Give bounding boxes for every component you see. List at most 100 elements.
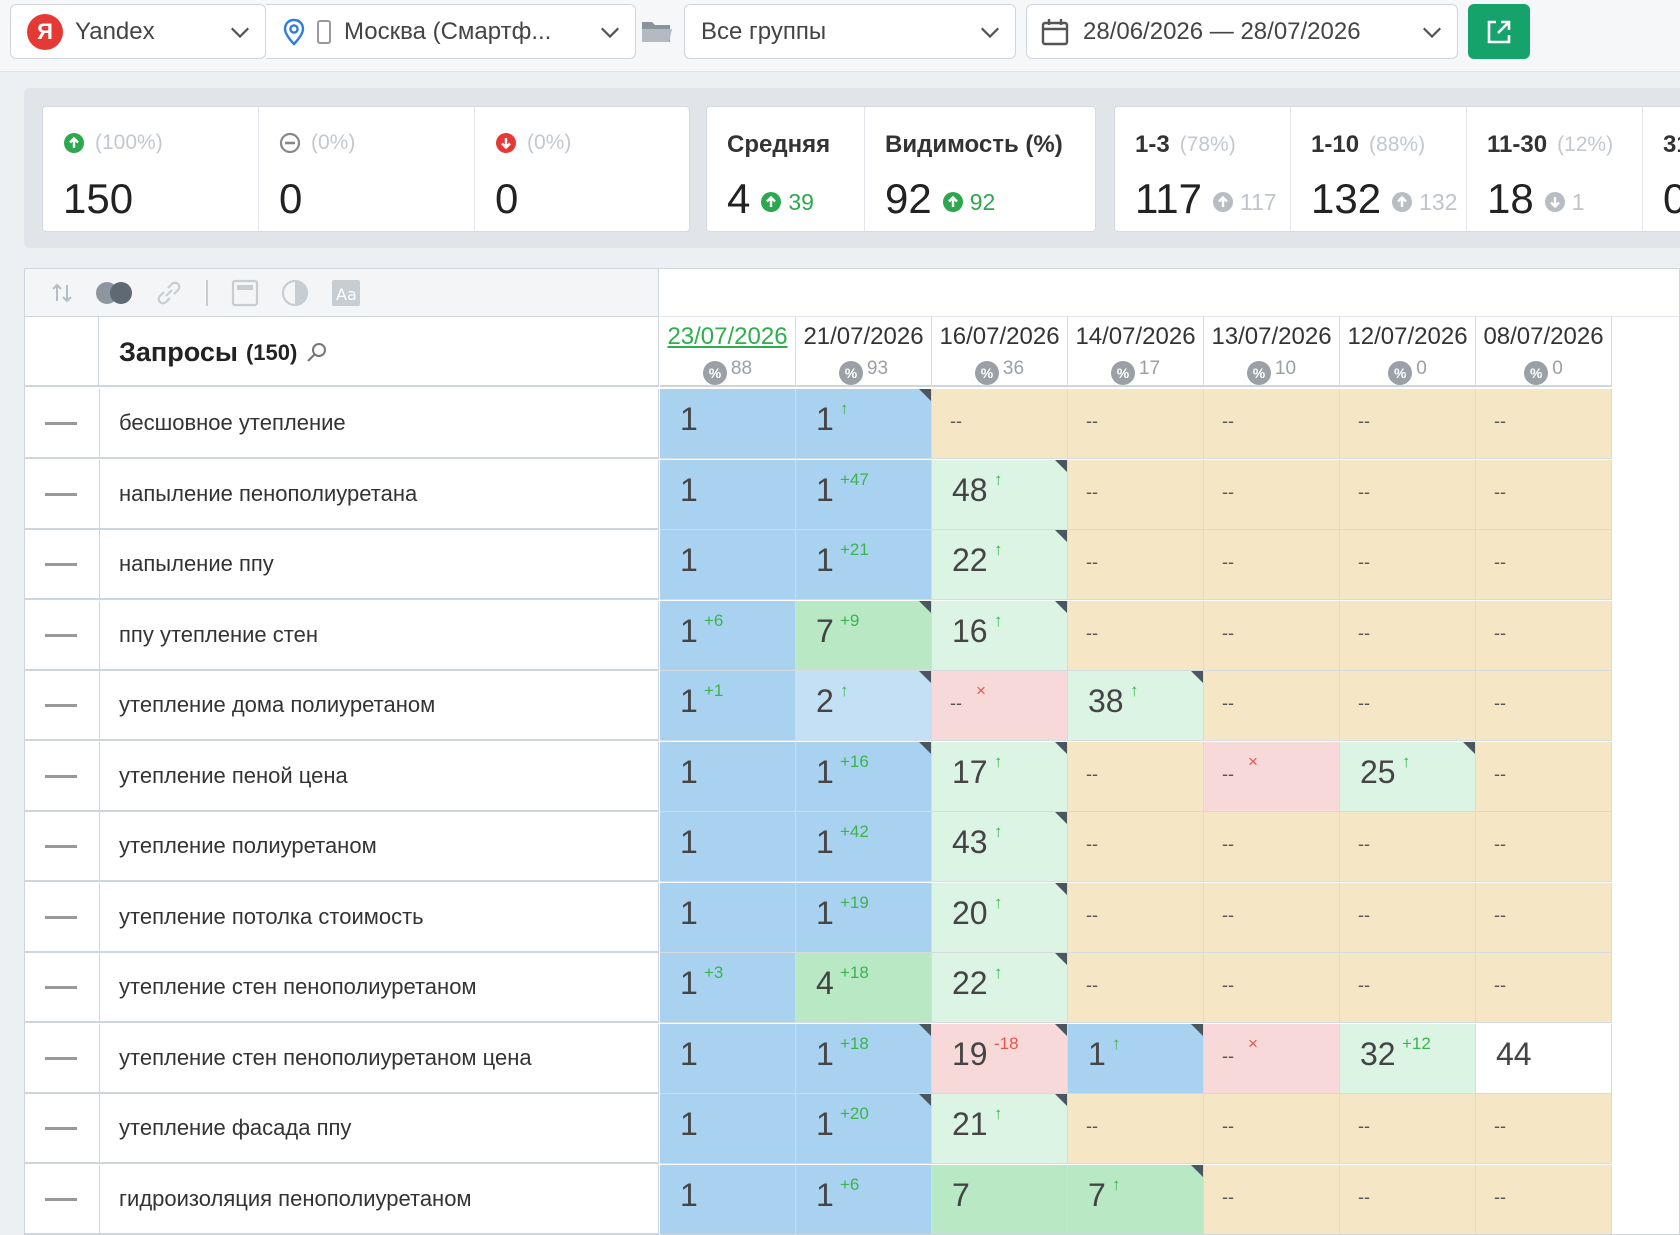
row-collapse-icon[interactable] [45, 1057, 77, 1060]
position-cell[interactable]: -- [1204, 1094, 1340, 1164]
position-cell[interactable]: -- [1476, 742, 1612, 812]
position-cell[interactable]: 1 [660, 460, 796, 530]
position-cell[interactable]: -- [1476, 1165, 1612, 1234]
position-cell[interactable]: 1 [660, 1024, 796, 1094]
position-cell[interactable]: 7 +9 [796, 601, 932, 671]
position-cell[interactable]: 1 ↑ [1068, 1024, 1204, 1094]
contrast-icon[interactable] [281, 279, 309, 307]
row-collapse-icon[interactable] [45, 704, 77, 707]
position-cell[interactable]: -- [1340, 1094, 1476, 1164]
position-cell[interactable]: -- [1204, 601, 1340, 671]
table-row[interactable]: утепление полиуретаном [25, 812, 659, 882]
position-cell[interactable]: 25 ↑ [1340, 742, 1476, 812]
position-cell[interactable]: 1 +21 [796, 530, 932, 600]
font-icon[interactable]: Aa [331, 279, 361, 307]
position-cell[interactable]: -- [1068, 742, 1204, 812]
position-cell[interactable]: -- [1204, 883, 1340, 953]
position-cell[interactable]: 22 ↑ [932, 953, 1068, 1023]
table-row[interactable]: утепление пеной цена [25, 742, 659, 812]
position-cell[interactable]: -- [1476, 601, 1612, 671]
link-icon[interactable] [155, 279, 183, 307]
table-row[interactable]: утепление стен пенополиуретаном цена [25, 1024, 659, 1094]
position-cell[interactable]: -- × [1204, 742, 1340, 812]
position-cell[interactable]: 1 +16 [796, 742, 932, 812]
row-collapse-icon[interactable] [45, 775, 77, 778]
position-cell[interactable]: -- [1476, 1094, 1612, 1164]
row-collapse-icon[interactable] [45, 916, 77, 919]
date-column-header[interactable]: 21/07/2026% 93 [796, 317, 932, 387]
position-cell[interactable]: -- [1068, 460, 1204, 530]
table-row[interactable]: утепление стен пенополиуретаном [25, 953, 659, 1023]
row-collapse-icon[interactable] [45, 563, 77, 566]
table-row[interactable]: напыление ппу [25, 530, 659, 600]
position-cell[interactable]: -- [1068, 883, 1204, 953]
row-collapse-icon[interactable] [45, 1198, 77, 1201]
position-cell[interactable]: 1 [660, 812, 796, 882]
row-collapse-icon[interactable] [45, 634, 77, 637]
position-cell[interactable]: -- [1068, 389, 1204, 459]
position-cell[interactable]: -- [1068, 812, 1204, 882]
table-row[interactable]: напыление пенополиуретана [25, 460, 659, 530]
export-button[interactable] [1468, 4, 1530, 59]
position-cell[interactable]: 1 +6 [660, 601, 796, 671]
group-dropdown[interactable]: Все группы [684, 4, 1016, 59]
table-row[interactable]: гидроизоляция пенополиуретаном [25, 1165, 659, 1234]
position-cell[interactable]: 1 [660, 530, 796, 600]
date-label[interactable]: 13/07/2026 [1211, 323, 1332, 350]
position-cell[interactable]: 1 +20 [796, 1094, 932, 1164]
date-column-header[interactable]: 14/07/2026% 17 [1068, 317, 1204, 387]
date-label[interactable]: 14/07/2026 [1075, 323, 1196, 350]
position-cell[interactable]: -- [1204, 530, 1340, 600]
position-cell[interactable]: -- [1340, 389, 1476, 459]
position-cell[interactable]: 1 [660, 1094, 796, 1164]
position-cell[interactable]: 38 ↑ [1068, 671, 1204, 741]
position-cell[interactable]: 7 [932, 1165, 1068, 1234]
position-cell[interactable]: 1 +3 [660, 953, 796, 1023]
select-all-cell[interactable] [25, 317, 99, 385]
position-cell[interactable]: -- [1204, 953, 1340, 1023]
date-label[interactable]: 21/07/2026 [803, 323, 924, 350]
date-label[interactable]: 12/07/2026 [1347, 323, 1468, 350]
position-cell[interactable]: 1 [660, 1165, 796, 1234]
position-cell[interactable]: -- [1340, 1165, 1476, 1234]
sort-icon[interactable] [51, 282, 73, 304]
position-cell[interactable]: -- [1340, 671, 1476, 741]
position-cell[interactable]: -- [1204, 460, 1340, 530]
date-label[interactable]: 08/07/2026 [1483, 323, 1604, 350]
position-cell[interactable]: 1 [660, 742, 796, 812]
position-cell[interactable]: 1 ↑ [796, 389, 932, 459]
position-cell[interactable]: 32 +12 [1340, 1024, 1476, 1094]
table-row[interactable]: ппу утепление стен [25, 601, 659, 671]
table-row[interactable]: утепление потолка стоимость [25, 883, 659, 953]
table-row[interactable]: утепление дома полиуретаном [25, 671, 659, 741]
region-dropdown[interactable]: Москва (Смартф... [266, 4, 636, 59]
position-cell[interactable]: -- × [1204, 1024, 1340, 1094]
row-collapse-icon[interactable] [45, 845, 77, 848]
position-cell[interactable]: -- × [932, 671, 1068, 741]
date-range-picker[interactable]: 28/06/2026 — 28/07/2026 [1026, 4, 1458, 59]
search-icon[interactable] [305, 341, 329, 365]
position-cell[interactable]: -- [1476, 812, 1612, 882]
position-cell[interactable]: 1 +18 [796, 1024, 932, 1094]
position-cell[interactable]: -- [1068, 953, 1204, 1023]
position-cell[interactable]: -- [1340, 953, 1476, 1023]
position-cell[interactable]: 1 [660, 883, 796, 953]
position-cell[interactable]: 7 ↑ [1068, 1165, 1204, 1234]
date-column-header[interactable]: 08/07/2026% 0 [1476, 317, 1612, 387]
position-cell[interactable]: 1 +47 [796, 460, 932, 530]
position-cell[interactable]: 1 +19 [796, 883, 932, 953]
position-cell[interactable]: -- [1476, 883, 1612, 953]
position-cell[interactable]: -- [1340, 530, 1476, 600]
position-cell[interactable]: 1 +42 [796, 812, 932, 882]
position-cell[interactable]: -- [1476, 671, 1612, 741]
position-cell[interactable]: -- [1068, 601, 1204, 671]
position-cell[interactable]: 19 -18 [932, 1024, 1068, 1094]
table-row[interactable]: утепление фасада ппу [25, 1094, 659, 1164]
position-cell[interactable]: 22 ↑ [932, 530, 1068, 600]
date-column-header[interactable]: 12/07/2026% 0 [1340, 317, 1476, 387]
table-row[interactable]: бесшовное утепление [25, 389, 659, 459]
position-cell[interactable]: 43 ↑ [932, 812, 1068, 882]
position-cell[interactable]: -- [1204, 1165, 1340, 1234]
search-engine-dropdown[interactable]: Я Yandex [10, 4, 266, 59]
position-cell[interactable]: 1 +1 [660, 671, 796, 741]
